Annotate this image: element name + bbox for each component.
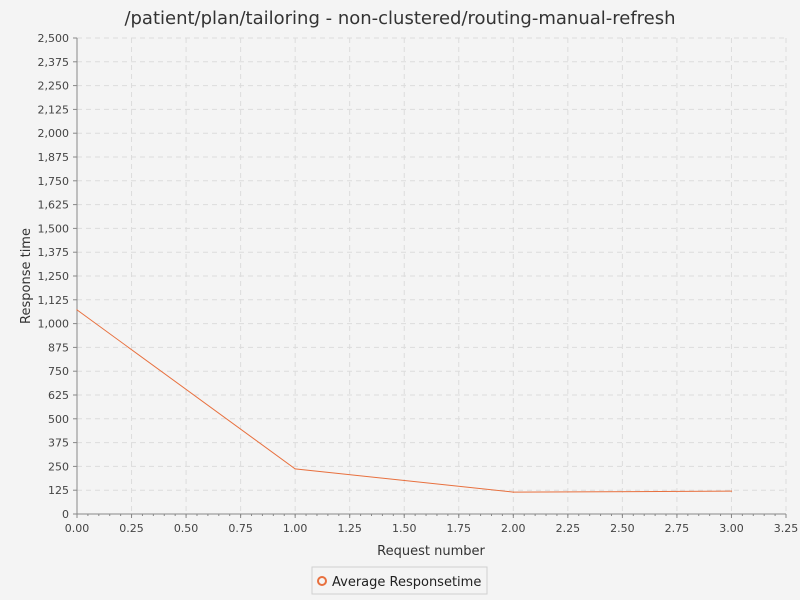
y-axis-ticks: 0 125 250 375 500 625 750 875 1,000 1,125 1,250 1,3… [38,32,77,521]
data-point [294,468,296,470]
x-axis-ticks: 0.00 0.25 0.50 0.75 1.00 1.25 1.50 1.75 2.00 2.25… [65,514,799,535]
y-axis-title: Response time [19,228,34,324]
data-point [730,490,733,492]
x-tick-label: 1.25 [337,522,362,535]
legend: Average Responsetime [311,566,488,595]
x-tick-label: 1.00 [283,522,308,535]
legend-marker-icon [317,576,327,586]
y-tick-label: 625 [48,389,69,402]
y-tick-label: 2,125 [38,103,70,116]
y-tick-label: 2,500 [38,32,70,45]
x-tick-label: 0.50 [174,522,199,535]
y-tick-label: 375 [48,437,69,450]
x-tick-label: 3.25 [774,522,799,535]
x-tick-label: 0.75 [228,522,253,535]
series-line [76,309,732,493]
legend-label: Average Responsetime [332,575,481,590]
chart-title: /patient/plan/tailoring - non-clustered/… [124,8,675,29]
y-tick-label: 750 [48,365,69,378]
y-tick-label: 0 [62,508,69,521]
x-tick-label: 2.50 [610,522,635,535]
y-tick-label: 1,250 [38,270,70,283]
y-tick-label: 2,000 [38,127,70,140]
x-tick-label: 0.25 [119,522,144,535]
x-tick-label: 2.75 [665,522,690,535]
y-tick-label: 875 [48,341,69,354]
legend-box [311,566,488,595]
y-tick-label: 2,375 [38,56,70,69]
y-tick-label: 125 [48,484,69,497]
data-point [512,491,514,493]
y-tick-label: 1,125 [38,294,70,307]
y-tick-label: 1,750 [38,175,70,188]
y-tick-label: 2,250 [38,80,70,93]
grid [77,37,787,514]
y-tick-label: 1,375 [38,246,70,259]
x-tick-label: 1.50 [392,522,417,535]
data-point [76,309,78,311]
y-tick-label: 1,875 [38,151,70,164]
x-tick-label: 3.00 [719,522,744,535]
y-tick-label: 1,500 [38,222,70,235]
series-layer [76,309,733,493]
y-tick-label: 1,000 [38,318,70,331]
x-axis-title: Request number [377,544,485,559]
x-tick-label: 2.25 [556,522,581,535]
x-tick-label: 0.00 [65,522,90,535]
y-tick-label: 500 [48,413,69,426]
y-tick-label: 1,625 [38,199,70,212]
y-tick-label: 250 [48,460,69,473]
x-tick-label: 1.75 [447,522,472,535]
x-tick-label: 2.00 [501,522,526,535]
